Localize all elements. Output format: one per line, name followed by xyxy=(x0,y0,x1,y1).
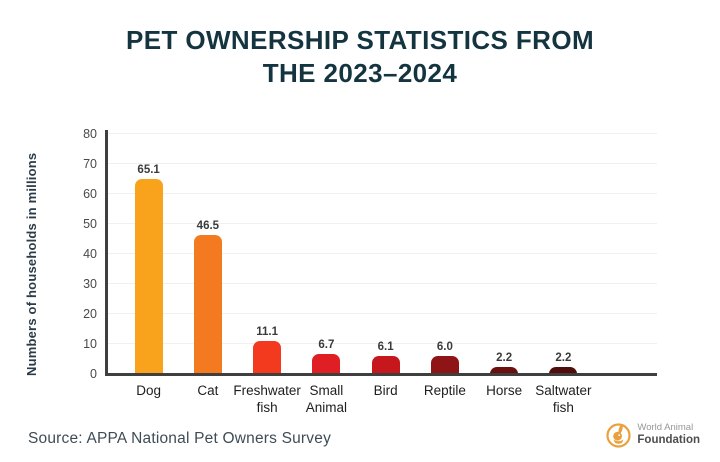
gridline-40 xyxy=(108,253,657,254)
y-tick-50: 50 xyxy=(83,217,97,231)
plot-area: 0 10 20 30 40 50 60 70 80 65.1 Dog 46.5 Cat 11.1 Fres… xyxy=(83,127,657,415)
bar-bird xyxy=(371,355,400,374)
bar-value-saltwater-fish: 2.2 xyxy=(555,352,572,365)
x-label-cat: Cat xyxy=(197,383,219,398)
y-axis-line xyxy=(105,130,108,376)
y-axis-ticks: 0 10 20 30 40 50 60 70 80 xyxy=(59,127,97,381)
bar-horse xyxy=(490,367,519,374)
bar-dog xyxy=(134,178,163,374)
bar-slot-bird: 6.1 Bird xyxy=(356,130,415,398)
x-label-saltwater-fish: Saltwater fish xyxy=(535,383,592,415)
page-title: PET OWNERSHIP STATISTICS FROM THE 2023–20… xyxy=(0,24,720,89)
gridline-70 xyxy=(108,163,657,164)
source-note: Source: APPA National Pet Owners Survey xyxy=(28,430,332,447)
y-axis-label: Numbers of households in millions xyxy=(24,152,39,376)
x-label-bird: Bird xyxy=(373,383,398,398)
x-label-freshwater-fish: Freshwater fish xyxy=(233,383,301,415)
title-line-2: THE 2023–2024 xyxy=(262,57,458,88)
bar-value-bird: 6.1 xyxy=(377,340,394,353)
brand-logo-text: World Animal Foundation xyxy=(637,422,700,447)
world-animal-foundation-icon xyxy=(606,423,632,448)
bar-cat xyxy=(193,234,222,374)
bar-slot-small-animal: 6.7 Small Animal xyxy=(297,130,356,415)
brand-name-bottom: Foundation xyxy=(637,434,700,447)
bar-value-reptile: 6.0 xyxy=(436,341,453,353)
bar-small-animal xyxy=(312,353,341,374)
y-tick-10: 10 xyxy=(83,337,97,351)
x-axis-line xyxy=(105,373,657,376)
brand-logo: World Animal Foundation xyxy=(606,422,700,448)
y-tick-20: 20 xyxy=(83,307,97,321)
bar-slot-reptile: 6.0 Reptile xyxy=(415,130,474,398)
bar-saltwater-fish xyxy=(549,367,578,374)
title-line-1: PET OWNERSHIP STATISTICS FROM xyxy=(125,25,595,55)
bar-series: 65.1 Dog 46.5 Cat 11.1 Freshwater fish 6.7 Smal… xyxy=(119,130,593,415)
bar-reptile xyxy=(430,356,459,374)
x-label-small-animal: Small Animal xyxy=(305,383,347,415)
bar-value-freshwater-fish: 11.1 xyxy=(256,325,278,338)
x-label-dog: Dog xyxy=(136,383,161,398)
y-tick-60: 60 xyxy=(83,187,97,201)
gridline-60 xyxy=(108,193,657,194)
y-tick-30: 30 xyxy=(83,277,97,291)
bar-slot-freshwater-fish: 11.1 Freshwater fish xyxy=(233,130,301,415)
bar-slot-horse: 2.2 Horse xyxy=(475,130,534,398)
y-tick-40: 40 xyxy=(83,247,97,261)
bar-slot-dog: 65.1 Dog xyxy=(119,130,178,398)
y-tick-80: 80 xyxy=(83,127,97,141)
y-tick-0: 0 xyxy=(90,367,97,381)
gridline-10 xyxy=(108,343,657,344)
gridline-30 xyxy=(108,283,657,284)
bar-value-dog: 65.1 xyxy=(137,163,160,176)
bar-value-horse: 2.2 xyxy=(496,352,513,365)
bar-value-cat: 46.5 xyxy=(196,219,220,232)
gridline-80 xyxy=(108,133,657,134)
gridline-50 xyxy=(108,223,657,224)
bar-slot-saltwater-fish: 2.2 Saltwater fish xyxy=(534,130,593,414)
x-label-reptile: Reptile xyxy=(423,383,466,398)
gridline-20 xyxy=(108,313,657,314)
y-tick-70: 70 xyxy=(83,157,97,171)
bar-slot-cat: 46.5 Cat xyxy=(178,130,237,398)
bar-value-small-animal: 6.7 xyxy=(318,338,335,351)
brand-name-top: World Animal xyxy=(637,422,694,434)
x-label-horse: Horse xyxy=(486,383,523,398)
bar-freshwater-fish xyxy=(253,340,282,374)
